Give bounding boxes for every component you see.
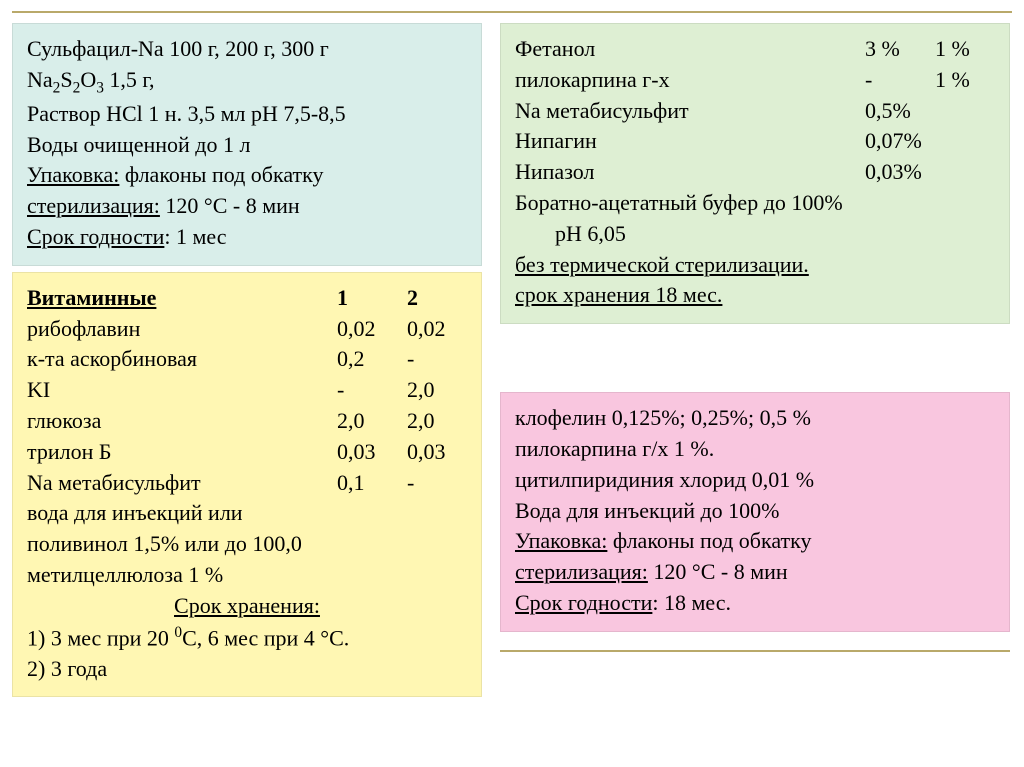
table-row: Нипазол 0,03% bbox=[515, 157, 995, 188]
text: : 18 мес. bbox=[652, 590, 731, 615]
text-line: вода для инъекций или bbox=[27, 498, 467, 529]
row-val2: 2,0 bbox=[407, 406, 467, 437]
text-line: пилокарпина г/х 1 %. bbox=[515, 434, 995, 465]
row-val2: 1 % bbox=[935, 34, 995, 65]
spacer bbox=[500, 338, 1010, 378]
row-name: глюкоза bbox=[27, 406, 337, 437]
row-name: пилокарпина г-х bbox=[515, 65, 865, 96]
text: флаконы под обкатку bbox=[607, 528, 811, 553]
text-line: pH 6,05 bbox=[515, 219, 995, 250]
table-row: Нипагин 0,07% bbox=[515, 126, 995, 157]
left-column: Сульфацил-Na 100 г, 200 г, 300 г Na2S2O3… bbox=[12, 23, 482, 697]
row-val1: 0,03 bbox=[337, 437, 407, 468]
row-name: к-та аскорбиновая bbox=[27, 344, 337, 375]
text-line: клофелин 0,125%; 0,25%; 0,5 % bbox=[515, 403, 995, 434]
card-yellow: Витаминные 1 2 рибофлавин0,020,02к-та ас… bbox=[12, 272, 482, 698]
table-row: Фетанол 3 % 1 % bbox=[515, 34, 995, 65]
text-line: 1) 3 мес при 20 0С, 6 мес при 4 °С. bbox=[27, 622, 467, 654]
table-header: Витаминные 1 2 bbox=[27, 283, 467, 314]
text: : 1 мес bbox=[164, 224, 226, 249]
text-line: поливинол 1,5% или до 100,0 bbox=[27, 529, 467, 560]
text-line: стерилизация: 120 °С - 8 мин bbox=[515, 557, 995, 588]
text: 120 °С - 8 мин bbox=[160, 193, 300, 218]
row-val2: 2,0 bbox=[407, 375, 467, 406]
row-val1: 0,2 bbox=[337, 344, 407, 375]
text: 120 °С - 8 мин bbox=[648, 559, 788, 584]
row-name: KI bbox=[27, 375, 337, 406]
row-name: Фетанол bbox=[515, 34, 865, 65]
text-line: Na2S2O3 1,5 г, bbox=[27, 65, 467, 99]
label-underline: Упаковка: bbox=[27, 162, 119, 187]
right-column: Фетанол 3 % 1 % пилокарпина г-х - 1 % Na… bbox=[500, 23, 1010, 652]
row-val1: - bbox=[337, 375, 407, 406]
label-underline: Срок хранения: bbox=[174, 593, 320, 618]
header-col1: 1 bbox=[337, 283, 407, 314]
row-name: рибофлавин bbox=[27, 314, 337, 345]
text-line: стерилизация: 120 °С - 8 мин bbox=[27, 191, 467, 222]
header-label: Витаминные bbox=[27, 283, 337, 314]
row-val2: 0,03 bbox=[407, 437, 467, 468]
text-line: Вода для инъекций до 100% bbox=[515, 496, 995, 527]
text-line: Упаковка: флаконы под обкатку bbox=[27, 160, 467, 191]
row-name: Нипазол bbox=[515, 157, 865, 188]
row-name: Na метабисульфит bbox=[27, 468, 337, 499]
table-row: Na метабисульфит0,1- bbox=[27, 468, 467, 499]
table-body: рибофлавин0,020,02к-та аскорбиновая0,2-K… bbox=[27, 314, 467, 499]
row-val2 bbox=[935, 126, 995, 157]
text-line: Срок годности: 18 мес. bbox=[515, 588, 995, 619]
table-row: глюкоза2,02,0 bbox=[27, 406, 467, 437]
header-col2: 2 bbox=[407, 283, 467, 314]
row-name: трилон Б bbox=[27, 437, 337, 468]
row-val1: - bbox=[865, 65, 935, 96]
card-green: Фетанол 3 % 1 % пилокарпина г-х - 1 % Na… bbox=[500, 23, 1010, 324]
row-val2: - bbox=[407, 468, 467, 499]
text-line: Срок годности: 1 мес bbox=[27, 222, 467, 253]
row-val1: 0,5% bbox=[865, 96, 935, 127]
table-row: Na метабисульфит 0,5% bbox=[515, 96, 995, 127]
label-underline: Упаковка: bbox=[515, 528, 607, 553]
table-row: к-та аскорбиновая0,2- bbox=[27, 344, 467, 375]
row-val2: 0,02 bbox=[407, 314, 467, 345]
row-val1: 0,03% bbox=[865, 157, 935, 188]
row-name: Нипагин bbox=[515, 126, 865, 157]
label-underline: стерилизация: bbox=[27, 193, 160, 218]
text-line: метилцеллюлоза 1 % bbox=[27, 560, 467, 591]
text-line: Упаковка: флаконы под обкатку bbox=[515, 526, 995, 557]
row-val2 bbox=[935, 157, 995, 188]
label-underline: срок хранения 18 мес. bbox=[515, 280, 995, 311]
text-line: Боратно-ацетатный буфер до 100% bbox=[515, 188, 995, 219]
row-val1: 2,0 bbox=[337, 406, 407, 437]
row-val1: 0,1 bbox=[337, 468, 407, 499]
label-underline: Срок годности bbox=[27, 224, 164, 249]
text-line: цитилпиридиния хлорид 0,01 % bbox=[515, 465, 995, 496]
text-line: Воды очищенной до 1 л bbox=[27, 130, 467, 161]
row-val1: 0,02 bbox=[337, 314, 407, 345]
slide-grid: Сульфацил-Na 100 г, 200 г, 300 г Na2S2O3… bbox=[12, 23, 1012, 697]
row-val2: 1 % bbox=[935, 65, 995, 96]
text-line: Сульфацил-Na 100 г, 200 г, 300 г bbox=[27, 34, 467, 65]
row-val1: 3 % bbox=[865, 34, 935, 65]
label-underline: Срок годности bbox=[515, 590, 652, 615]
label-underline: стерилизация: bbox=[515, 559, 648, 584]
card-blue: Сульфацил-Na 100 г, 200 г, 300 г Na2S2O3… bbox=[12, 23, 482, 266]
table-row: трилон Б0,030,03 bbox=[27, 437, 467, 468]
top-rule bbox=[12, 11, 1012, 13]
text-line: Раствор HCl 1 н. 3,5 мл pH 7,5-8,5 bbox=[27, 99, 467, 130]
table-row: рибофлавин0,020,02 bbox=[27, 314, 467, 345]
row-name: Na метабисульфит bbox=[515, 96, 865, 127]
row-val2 bbox=[935, 96, 995, 127]
row-val2: - bbox=[407, 344, 467, 375]
card-pink: клофелин 0,125%; 0,25%; 0,5 % пилокарпин… bbox=[500, 392, 1010, 632]
table-row: KI-2,0 bbox=[27, 375, 467, 406]
row-val1: 0,07% bbox=[865, 126, 935, 157]
text-line: 2) 3 года bbox=[27, 654, 467, 685]
text: флаконы под обкатку bbox=[119, 162, 323, 187]
storage-heading: Срок хранения: bbox=[27, 591, 467, 622]
table-row: пилокарпина г-х - 1 % bbox=[515, 65, 995, 96]
bottom-rule bbox=[500, 650, 1010, 652]
label-underline: без термической стерилизации. bbox=[515, 250, 995, 281]
